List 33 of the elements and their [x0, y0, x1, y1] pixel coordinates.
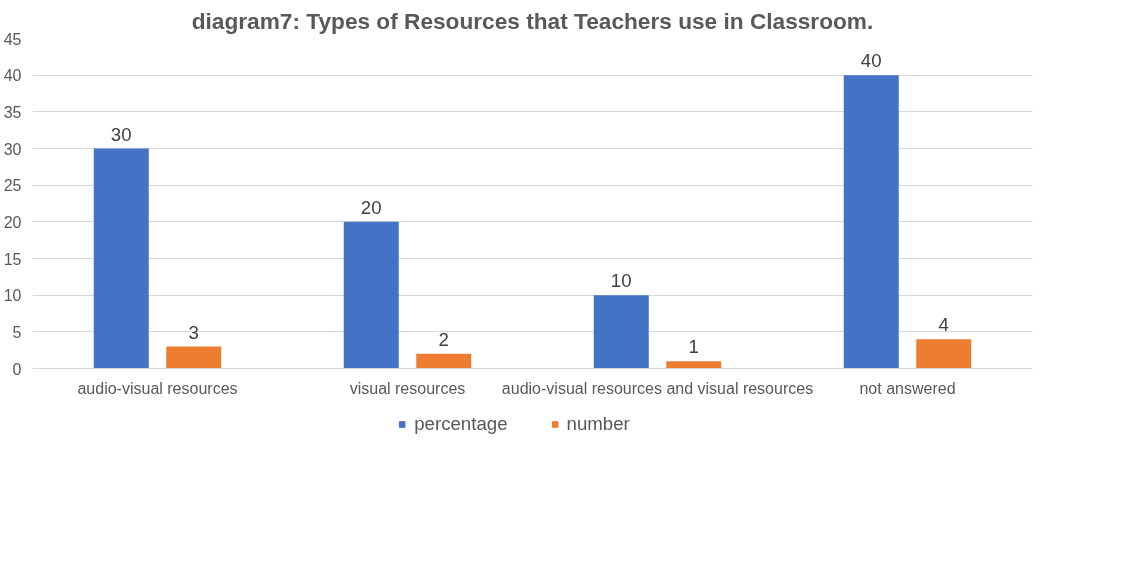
- y-tick-label: 40: [3, 67, 22, 85]
- y-tick-label: 20: [3, 213, 22, 231]
- bar: [416, 353, 472, 369]
- bar: [843, 75, 899, 369]
- bar: [916, 339, 972, 369]
- x-tick-label: visual resources: [349, 379, 466, 397]
- bar: [166, 346, 222, 369]
- legend-label: number: [566, 413, 630, 435]
- y-tick-label: 15: [3, 250, 22, 268]
- data-label: 30: [110, 123, 132, 145]
- x-tick-label: not answered: [859, 379, 956, 397]
- bar: [666, 361, 722, 369]
- y-tick-label: 5: [12, 323, 22, 341]
- y-tick-label: 10: [3, 287, 22, 305]
- data-label: 10: [610, 270, 632, 292]
- data-label: 20: [360, 196, 382, 218]
- data-label: 4: [938, 314, 949, 336]
- x-tick-label: audio-visual resources and visual resources: [501, 379, 814, 397]
- data-label: 2: [438, 328, 449, 350]
- data-label: 1: [688, 336, 699, 358]
- chart-title: diagram7: Types of Resources that Teachers use in Classroom.: [191, 7, 874, 34]
- y-tick-label: 25: [3, 177, 22, 195]
- bar: [593, 295, 649, 369]
- y-tick-label: 30: [3, 140, 22, 158]
- data-label: 3: [188, 321, 199, 343]
- y-tick-label: 35: [3, 103, 22, 121]
- bar: [343, 221, 399, 369]
- x-tick-label: audio-visual resources: [77, 379, 238, 397]
- bar: [93, 148, 149, 369]
- legend-label: percentage: [414, 413, 508, 435]
- y-tick-label: 0: [12, 360, 22, 378]
- data-label: 40: [860, 50, 882, 72]
- y-tick-label: 45: [3, 30, 22, 48]
